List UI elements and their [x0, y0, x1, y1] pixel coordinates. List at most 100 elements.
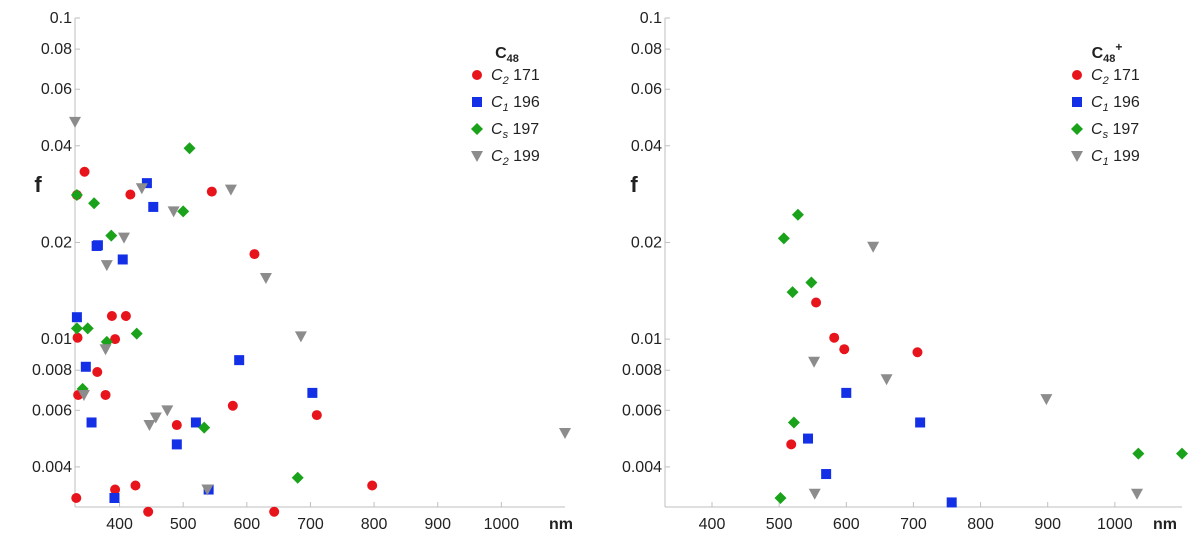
data-point-triangle-down [118, 232, 130, 244]
data-point-triangle-down [1131, 488, 1144, 500]
legend-marker-triangle-down [1071, 151, 1083, 162]
data-point-square [821, 469, 832, 480]
data-point-diamond [88, 197, 101, 210]
data-point-square [946, 497, 957, 508]
data-point-diamond [805, 276, 818, 289]
data-point-circle [125, 189, 136, 200]
y-tick-label: 0.02 [631, 234, 662, 251]
data-point-diamond [198, 421, 211, 434]
data-point-diamond [105, 229, 118, 242]
data-point-diamond [291, 471, 304, 484]
x-tick-label: 800 [967, 516, 994, 533]
data-point-square [841, 387, 852, 398]
data-point-square [234, 355, 245, 366]
data-point-circle [839, 344, 850, 355]
x-tick-label: 500 [766, 516, 793, 533]
legend-marker-square [472, 97, 482, 107]
legend: C48+C2 171 C1 196 Cs 197 C1 199 [1071, 40, 1140, 168]
data-point-circle [92, 366, 103, 377]
data-point-triangle-down [880, 374, 893, 386]
y-tick-label: 0.1 [50, 10, 72, 27]
data-point-circle [269, 506, 280, 517]
data-point-triangle-down [1040, 394, 1053, 406]
x-tick-label: 600 [233, 516, 260, 533]
data-point-diamond [1132, 447, 1145, 460]
legend-marker-diamond [1071, 123, 1083, 135]
data-point-diamond [787, 416, 800, 429]
data-point-diamond [81, 322, 94, 335]
legend-title: C48 [495, 45, 519, 65]
data-point-triangle-down [99, 344, 112, 356]
chart-panel-1: 0.004 0.006 0.008 0.01 0.02 0.04 0.06 0.08 0.1 40… [32, 10, 573, 533]
y-tick-label: 0.08 [41, 41, 72, 58]
legend-title: C48+ [1092, 40, 1123, 65]
data-point-circle [311, 410, 322, 421]
data-point-triangle-down [808, 488, 821, 500]
y-tick-label: 0.06 [631, 81, 662, 98]
y-tick-label: 0.008 [622, 362, 662, 379]
data-point-diamond [777, 232, 790, 245]
data-point-square [171, 439, 182, 450]
x-tick-label: 500 [170, 516, 197, 533]
data-point-circle [206, 186, 217, 197]
data-point-square [803, 433, 814, 444]
data-point-triangle-down [77, 389, 90, 401]
data-point-square [109, 492, 120, 503]
data-point-triangle-down [69, 116, 81, 128]
data-point-circle [227, 400, 238, 411]
data-point-diamond [130, 327, 143, 340]
x-tick-label: 900 [1034, 516, 1061, 533]
y-tick-label: 0.02 [41, 234, 72, 251]
data-point-circle [249, 249, 260, 260]
data-point-square [71, 312, 82, 323]
data-point-square [80, 361, 91, 372]
legend-marker-circle [1072, 70, 1082, 80]
data-point-square [141, 178, 152, 189]
x-tick-label: 800 [361, 516, 388, 533]
data-point-triangle-down [161, 405, 174, 417]
data-point-diamond [786, 286, 799, 299]
data-point-circle [72, 332, 83, 343]
data-point-circle [110, 484, 121, 495]
data-point-diamond [183, 142, 196, 155]
data-point-diamond [70, 189, 83, 202]
data-point-circle [106, 311, 117, 322]
data-point-circle [71, 492, 82, 503]
data-point-diamond [791, 208, 804, 221]
y-tick-label: 0.04 [631, 138, 662, 155]
data-point-triangle-down [135, 183, 148, 195]
y-tick-label: 0.006 [622, 402, 662, 419]
legend-entry-label: Cs 197 [491, 121, 539, 141]
data-point-triangle-down [201, 484, 214, 496]
data-point-square [307, 387, 318, 398]
data-point-triangle-down [867, 241, 880, 253]
data-point-square [86, 417, 97, 428]
x-axis-label: nm [549, 516, 573, 533]
y-tick-label: 0.04 [41, 138, 72, 155]
y-tick-label: 0.004 [32, 459, 72, 476]
y-tick-label: 0.006 [32, 402, 72, 419]
data-point-square [148, 201, 159, 212]
legend-entry-label: Cs 197 [1091, 121, 1139, 141]
y-axis-label: f [630, 172, 638, 197]
y-tick-label: 0.1 [640, 10, 662, 27]
legend-marker-square [1072, 97, 1082, 107]
data-point-triangle-down [100, 260, 113, 272]
y-tick-label: 0.01 [41, 331, 72, 348]
data-point-circle [367, 480, 378, 491]
data-point-square [92, 240, 103, 251]
y-axis-label: f [34, 172, 42, 197]
data-point-circle [171, 420, 182, 431]
data-point-circle [130, 480, 141, 491]
y-tick-label: 0.06 [41, 81, 72, 98]
data-point-circle [110, 334, 121, 345]
data-point-square [915, 417, 926, 428]
x-axis-label: nm [1153, 516, 1177, 533]
chart-panel-2: 0.004 0.006 0.008 0.01 0.02 0.04 0.06 0.08 0.1 40… [622, 10, 1188, 533]
y-tick-label: 0.008 [32, 362, 72, 379]
data-point-triangle-down [149, 412, 162, 424]
data-point-triangle-down [259, 272, 272, 284]
x-tick-label: 400 [106, 516, 133, 533]
